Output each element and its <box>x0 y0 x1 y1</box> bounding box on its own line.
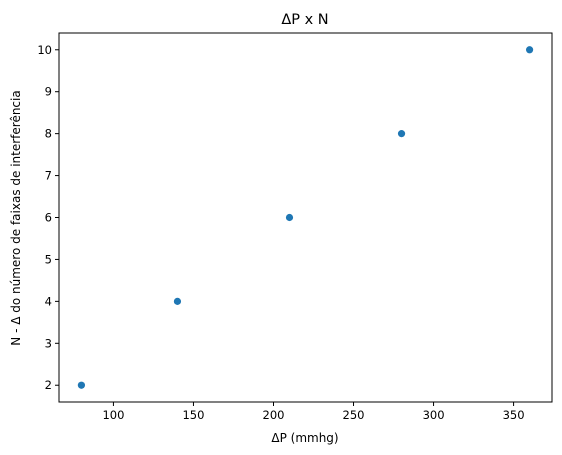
data-points <box>77 46 534 389</box>
x-axis-label: ΔP (mmhg) <box>271 431 338 445</box>
y-axis-label: N - Δ do número de faixas de interferênc… <box>9 90 23 345</box>
x-tick-label: 100 <box>102 408 124 422</box>
y-tick-label: 2 <box>45 378 52 392</box>
chart-title: ΔP x N <box>281 12 328 28</box>
x-tick-label: 150 <box>182 408 204 422</box>
y-tick-label: 6 <box>45 211 52 225</box>
data-point <box>77 381 86 389</box>
y-tick-label: 5 <box>45 252 52 266</box>
y-tick-label: 8 <box>45 127 52 141</box>
data-point <box>525 46 534 54</box>
y-tick-label: 9 <box>45 85 52 99</box>
y-tick-label: 4 <box>45 294 52 308</box>
y-tick-label: 3 <box>45 336 52 350</box>
x-tick-label: 200 <box>263 408 285 422</box>
y-axis-ticks: 2 3 4 5 6 7 8 9 10 <box>37 43 59 392</box>
x-tick-label: 250 <box>343 408 365 422</box>
y-tick-label: 10 <box>37 43 52 57</box>
x-tick-label: 300 <box>423 408 445 422</box>
y-tick-label: 7 <box>45 169 52 183</box>
data-point <box>285 213 294 222</box>
x-axis-ticks: 100 150 200 250 300 350 <box>102 402 525 422</box>
x-tick-label: 350 <box>503 408 525 422</box>
plot-area-frame <box>58 32 553 403</box>
data-point <box>173 297 182 305</box>
data-point <box>397 130 406 138</box>
